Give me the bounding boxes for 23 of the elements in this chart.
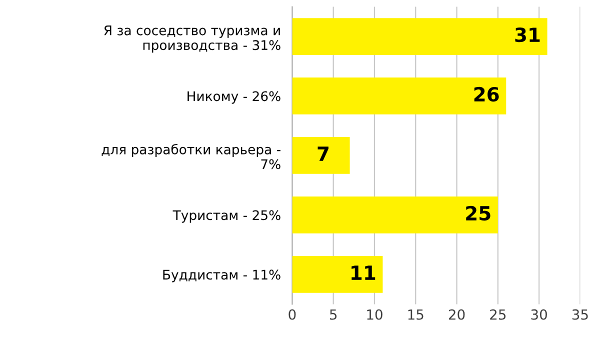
bar xyxy=(292,137,350,174)
x-tick-label: 10 xyxy=(367,309,382,320)
data-label: 26 xyxy=(474,86,499,102)
x-tick-label: 20 xyxy=(448,309,465,320)
x-tick-label: 0 xyxy=(288,309,296,320)
data-label: 25 xyxy=(466,206,490,221)
x-tick-label: 5 xyxy=(330,309,337,320)
y-tick-label: Буддистам - 11% xyxy=(163,270,280,282)
bar xyxy=(292,196,498,234)
data-label: 7 xyxy=(318,146,328,161)
y-tick-label: для разработки карьера - 7% xyxy=(102,144,280,170)
bar xyxy=(292,18,548,55)
data-label: 11 xyxy=(352,266,376,280)
y-tick-label: Туристам - 25% xyxy=(172,210,280,223)
y-tick-label: Я за соседство туризма и производства - 31% xyxy=(104,26,280,53)
x-tick-label: 35 xyxy=(572,309,588,320)
bar xyxy=(292,256,383,293)
y-tick-label: Никому - 26% xyxy=(188,91,280,104)
x-tick-label: 25 xyxy=(490,309,506,320)
bar xyxy=(292,78,506,114)
x-tick-label: 15 xyxy=(408,309,424,320)
data-label: 31 xyxy=(515,27,540,42)
x-tick-label: 30 xyxy=(531,309,547,320)
